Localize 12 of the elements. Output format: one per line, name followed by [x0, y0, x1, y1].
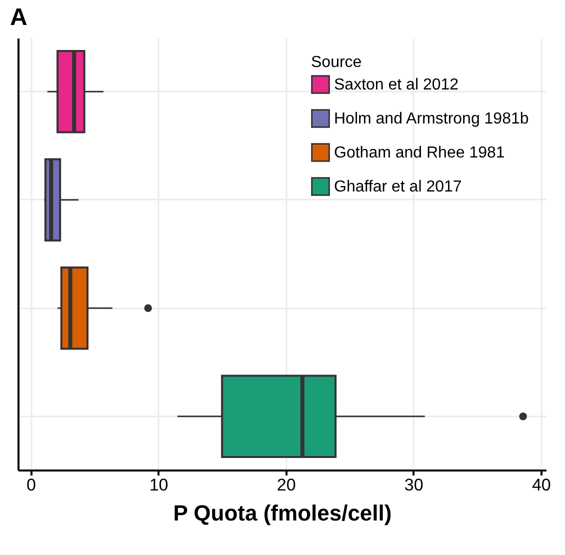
legend-label: Gotham and Rhee 1981: [334, 144, 505, 162]
legend-label: Saxton et al 2012: [334, 76, 459, 94]
x-tick-label: 30: [404, 476, 424, 494]
legend-label: Ghaffar et al 2017: [334, 178, 462, 196]
x-tick-label: 20: [276, 476, 296, 494]
legend-title: Source: [311, 54, 362, 71]
chart-title: A: [10, 4, 28, 31]
x-tick-label: 10: [149, 476, 168, 494]
x-tick-label: 40: [532, 476, 551, 494]
x-axis-title: P Quota (fmoles/cell): [173, 500, 392, 526]
legend-label: Holm and Armstrong 1981b: [334, 110, 529, 128]
x-tick-label: 0: [26, 476, 36, 494]
